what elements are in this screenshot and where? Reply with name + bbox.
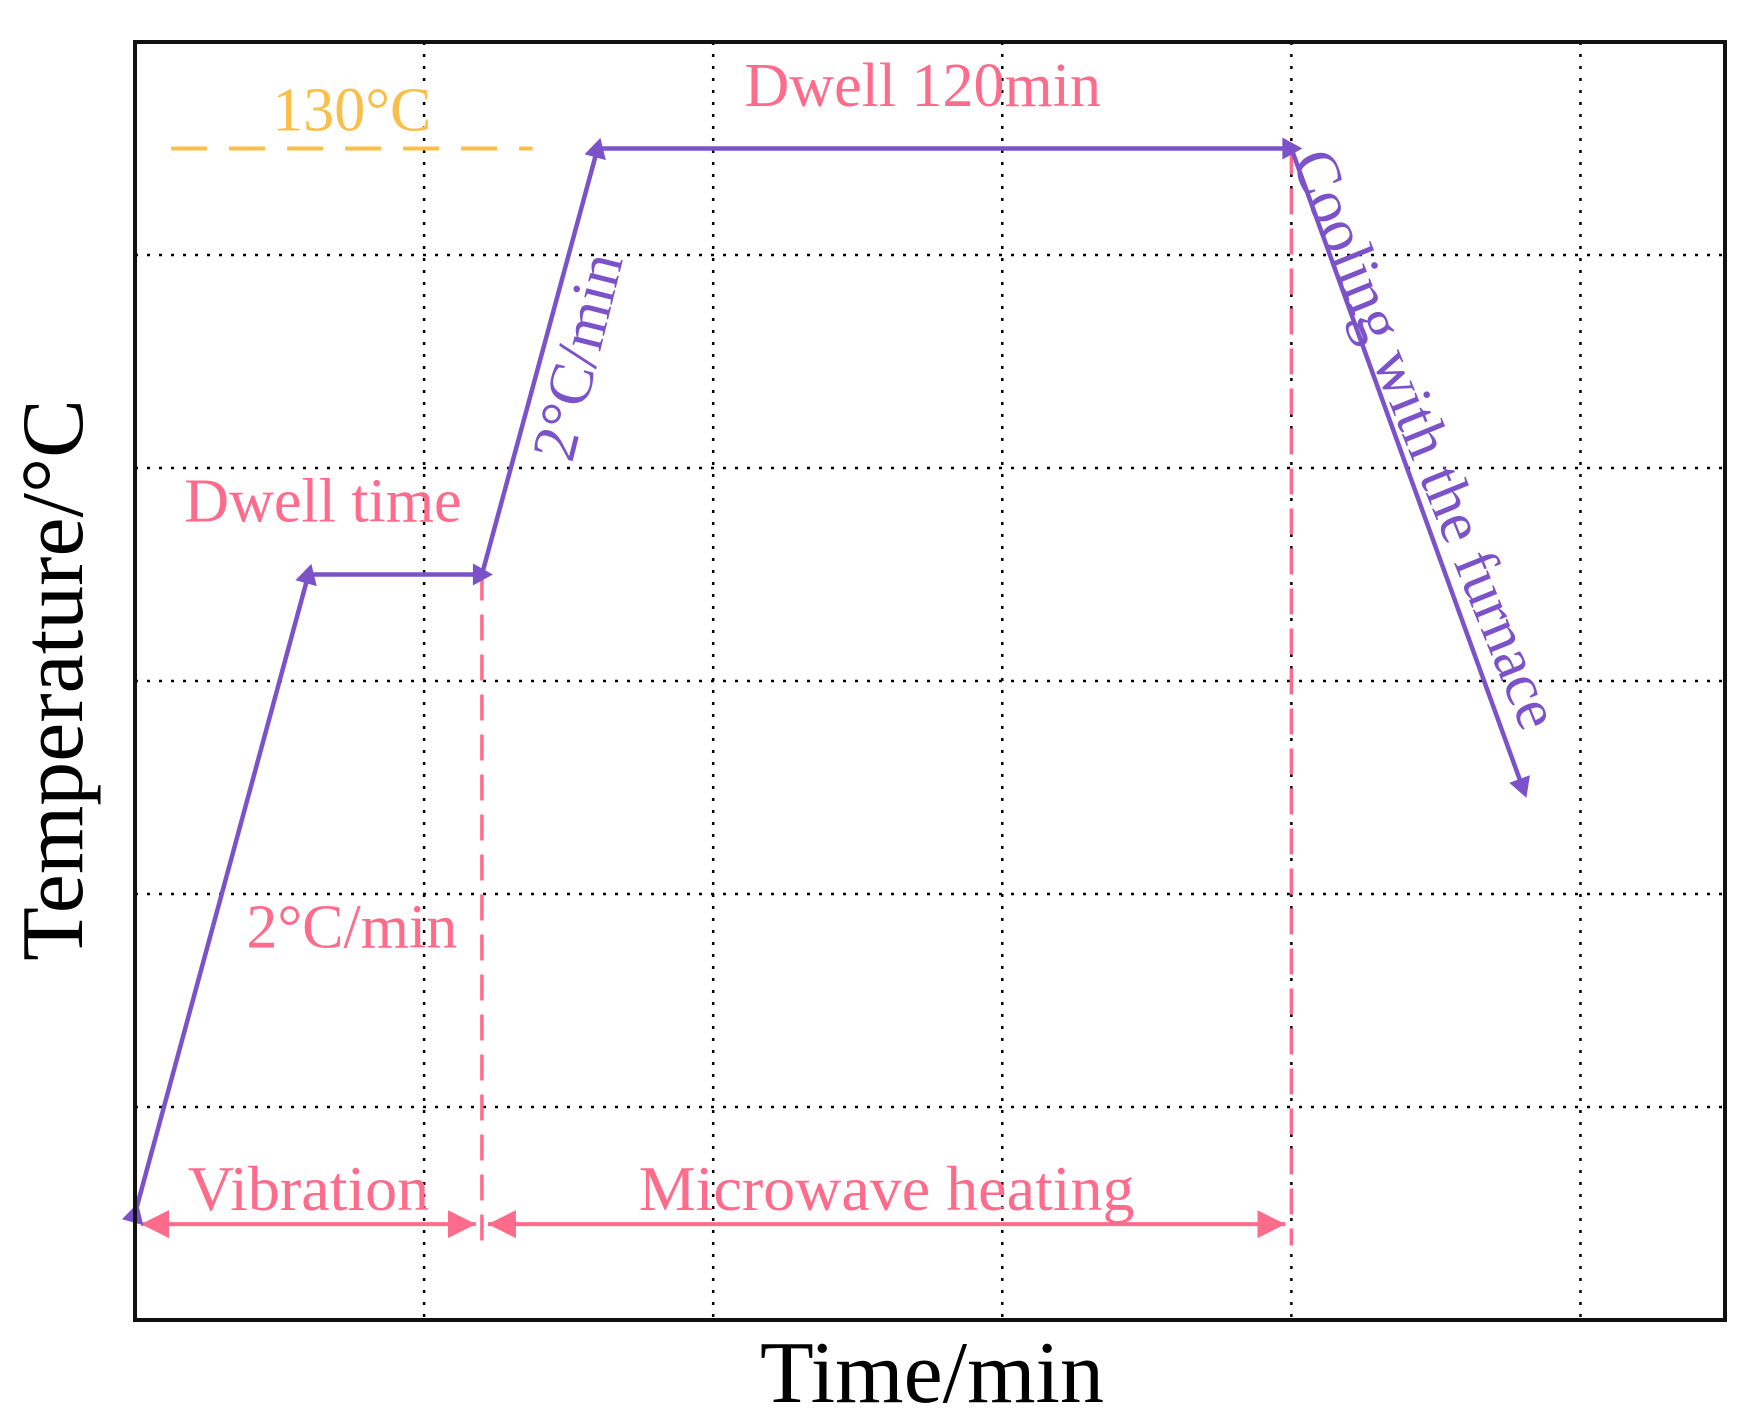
- grid-lines: [135, 42, 1725, 1320]
- annotation-dwell-time: Dwell time: [184, 467, 461, 535]
- phase-label-microwave-heating: Microwave heating: [639, 1153, 1135, 1224]
- annotation-heating-rate-2: 2°C/min: [520, 246, 637, 467]
- profile-point-marker: [1282, 137, 1303, 160]
- phase-dividers: [480, 148, 1294, 1246]
- annotation-cooling-with-furnace: Cooling with the furnace: [1278, 140, 1573, 739]
- annotation-heating-rate-1: 2°C/min: [246, 893, 457, 961]
- profile-point-marker: [295, 563, 317, 587]
- y-axis-label: Temperature/°C: [5, 399, 102, 961]
- temperature-profile: [122, 137, 1530, 1226]
- threshold-label: 130°C: [272, 77, 431, 145]
- profile-point-marker: [584, 137, 606, 161]
- profile-point-marker: [122, 1202, 144, 1226]
- profile-point-marker: [1509, 775, 1530, 798]
- phase-label-vibration: Vibration: [188, 1153, 429, 1224]
- plot-frame: [133, 40, 1727, 1322]
- x-axis-label: Time/min: [760, 1325, 1104, 1422]
- annotation-dwell-120min: Dwell 120min: [745, 52, 1101, 120]
- profile-point-marker: [472, 563, 493, 586]
- profile-line: [132, 146, 1525, 1215]
